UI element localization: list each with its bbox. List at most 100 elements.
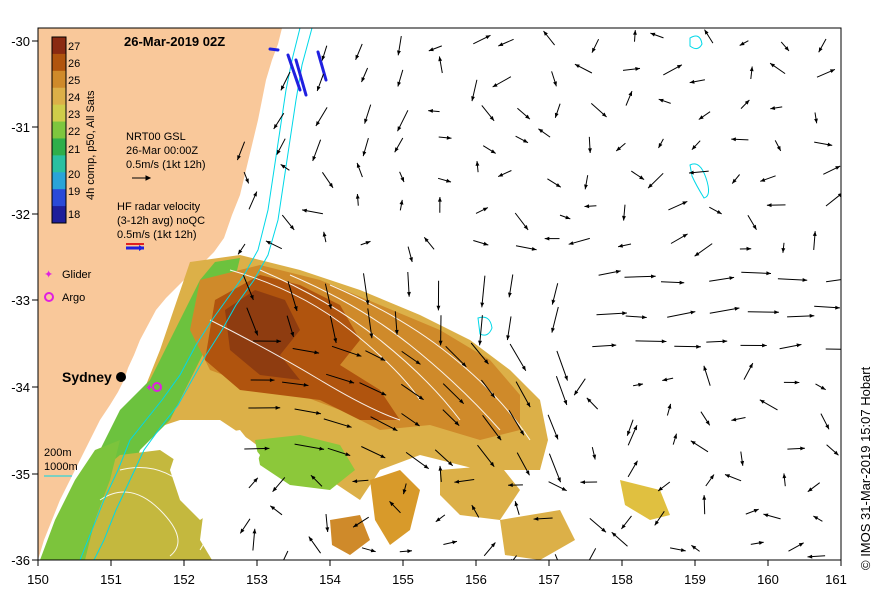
current-vector-head bbox=[661, 339, 667, 344]
current-vector-head bbox=[264, 446, 270, 451]
gsl-legend-line3: 0.5m/s (1kt 12h) bbox=[126, 159, 205, 171]
current-vector-head bbox=[748, 363, 753, 369]
y-tick-label: -33 bbox=[11, 293, 30, 308]
current-vector-head bbox=[506, 335, 510, 341]
isobath-1000m bbox=[93, 28, 313, 560]
current-vector bbox=[323, 418, 352, 428]
current-vector-head bbox=[633, 460, 638, 466]
current-vector-head bbox=[475, 161, 480, 166]
hf-legend-line1: HF radar velocity bbox=[117, 201, 201, 213]
current-vector-head bbox=[328, 304, 332, 310]
current-vector-head bbox=[557, 477, 561, 483]
current-vector bbox=[556, 350, 568, 381]
current-vector-head bbox=[321, 55, 326, 61]
current-vector-head bbox=[633, 30, 637, 35]
current-vector-head bbox=[762, 343, 767, 348]
current-vector-head bbox=[543, 31, 548, 36]
current-vector-head bbox=[438, 56, 443, 62]
current-vector-head bbox=[355, 194, 360, 199]
current-vector-head bbox=[574, 390, 579, 396]
current-vector-head bbox=[392, 426, 398, 431]
isobath-islet-3 bbox=[477, 316, 493, 336]
current-vector-head bbox=[639, 175, 645, 180]
current-vector-head bbox=[812, 231, 817, 236]
current-vector bbox=[482, 415, 502, 441]
current-vector-head bbox=[682, 201, 688, 206]
current-vector-head bbox=[315, 121, 320, 126]
current-vector-head bbox=[648, 183, 653, 189]
current-vector-head bbox=[380, 454, 386, 458]
current-vector-head bbox=[365, 241, 371, 245]
current-vector-head bbox=[293, 306, 298, 311]
current-vector-head bbox=[461, 362, 467, 367]
legend: NRT00 GSL 26-Mar 00:00Z 0.5m/s (1kt 12h)… bbox=[44, 131, 205, 477]
current-vector-head bbox=[319, 446, 325, 451]
current-vector-head bbox=[265, 240, 271, 245]
current-vector-head bbox=[682, 233, 688, 238]
current-vector-head bbox=[482, 207, 488, 212]
current-vector-head bbox=[561, 486, 567, 491]
current-vector-head bbox=[709, 474, 714, 480]
current-vector-head bbox=[400, 177, 404, 182]
current-vector-head bbox=[580, 480, 585, 485]
isobath-islet-2 bbox=[689, 163, 710, 199]
current-vector-head bbox=[508, 483, 513, 487]
current-vector-head bbox=[254, 330, 258, 336]
colorbar-swatch bbox=[52, 189, 66, 207]
current-vector-head bbox=[364, 118, 368, 124]
current-vector-head bbox=[691, 145, 697, 150]
current-vector-head bbox=[276, 339, 282, 344]
current-vector-head bbox=[740, 460, 745, 466]
current-vector-head bbox=[622, 311, 627, 316]
colorbar-tick: 22 bbox=[68, 126, 80, 138]
current-vector-head bbox=[592, 454, 597, 460]
x-tick-label: 153 bbox=[246, 572, 268, 587]
current-vector-head bbox=[407, 291, 411, 297]
current-vector-head bbox=[568, 241, 574, 245]
current-vector-head bbox=[519, 430, 524, 436]
current-vector-head bbox=[759, 399, 765, 404]
current-vector-head bbox=[744, 100, 750, 105]
current-vector-head bbox=[508, 292, 512, 298]
current-vector-head bbox=[766, 271, 771, 276]
y-axis-ticks bbox=[32, 40, 38, 561]
current-vector-head bbox=[698, 115, 704, 120]
current-vector-head bbox=[454, 479, 460, 484]
current-vector bbox=[287, 281, 298, 312]
current-vector-head bbox=[533, 516, 539, 521]
current-vector-head bbox=[679, 280, 685, 285]
current-vector-head bbox=[703, 365, 708, 371]
current-vector-head bbox=[829, 69, 835, 73]
current-vector-head bbox=[352, 479, 358, 484]
colorbar-tick: 25 bbox=[68, 75, 80, 87]
current-vector-head bbox=[601, 112, 607, 117]
current-vector-head bbox=[276, 149, 281, 155]
hf-legend-line3: 0.5m/s (1kt 12h) bbox=[117, 229, 196, 241]
current-vector-head bbox=[694, 251, 700, 257]
current-vector-head bbox=[638, 382, 643, 387]
current-vector-head bbox=[253, 477, 258, 483]
colorbar-tick: 24 bbox=[68, 92, 80, 104]
current-vector-head bbox=[280, 85, 285, 91]
current-vector-head bbox=[621, 524, 626, 529]
current-vector-head bbox=[588, 148, 592, 153]
colorbar-swatch bbox=[52, 87, 66, 106]
argo-legend: Argo bbox=[44, 292, 85, 304]
x-tick-label: 158 bbox=[611, 572, 633, 587]
current-vector-head bbox=[525, 114, 530, 120]
isobath-1000m-label: 1000m bbox=[44, 461, 78, 473]
current-vector bbox=[367, 308, 373, 339]
current-vector-head bbox=[825, 424, 829, 430]
isobath-200m-label: 200m bbox=[44, 447, 72, 459]
current-vector-head bbox=[833, 450, 839, 456]
sst-patch-5 bbox=[330, 515, 370, 555]
current-vector-head bbox=[428, 109, 433, 113]
y-tick-label: -34 bbox=[11, 380, 30, 395]
current-vector-head bbox=[650, 32, 656, 37]
current-vector-head bbox=[423, 464, 429, 469]
current-vector-head bbox=[238, 249, 243, 255]
current-vector-head bbox=[627, 430, 631, 436]
current-vector-head bbox=[303, 383, 309, 387]
current-vector-head bbox=[615, 269, 621, 274]
x-tick-label: 157 bbox=[538, 572, 560, 587]
